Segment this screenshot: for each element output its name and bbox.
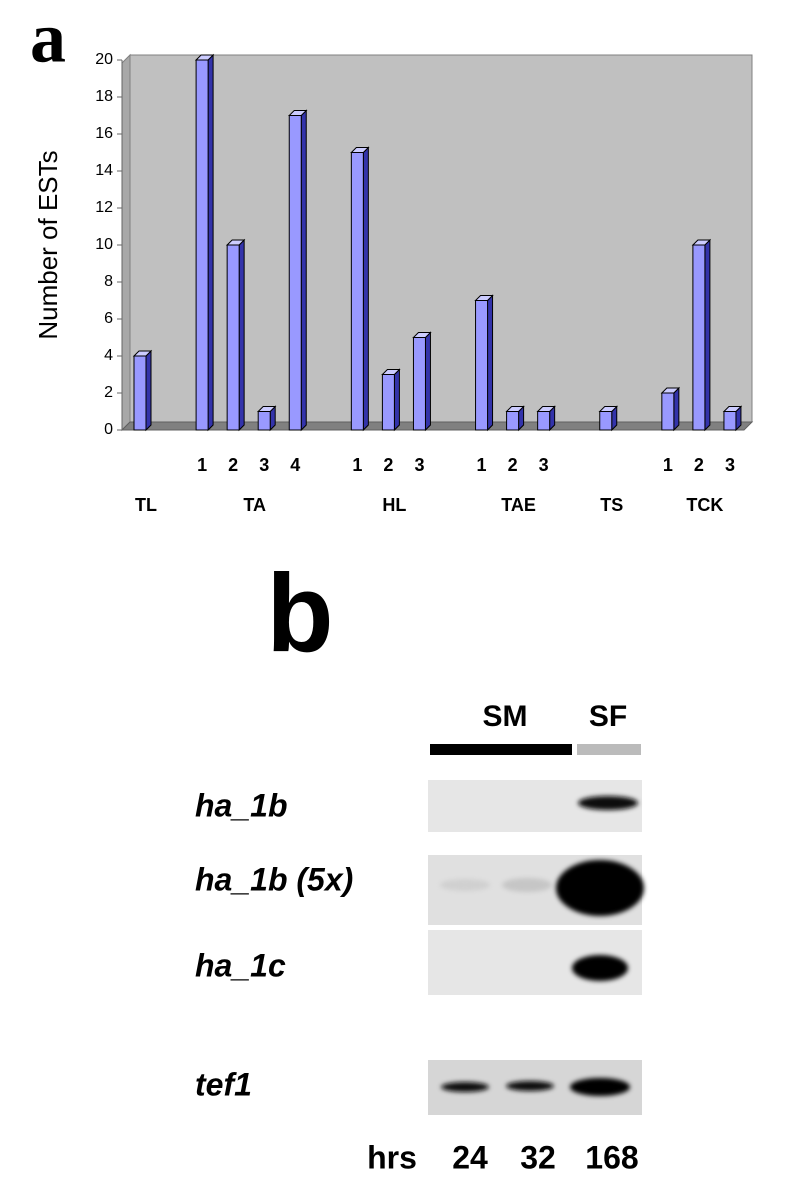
x-tick-label: 2 xyxy=(228,455,238,475)
y-tick-label: 2 xyxy=(104,384,113,401)
group-label: TAE xyxy=(501,495,536,515)
panel-label: b xyxy=(266,552,333,675)
band xyxy=(440,879,490,891)
bar-face xyxy=(506,411,520,431)
band xyxy=(556,860,644,916)
bar xyxy=(536,405,556,432)
bar-face xyxy=(288,115,302,431)
bar-face xyxy=(475,300,489,431)
band xyxy=(506,1081,554,1091)
bar-face xyxy=(133,355,147,431)
bar-face xyxy=(145,349,152,432)
band xyxy=(572,955,628,981)
x-tick-label: 1 xyxy=(477,455,487,475)
y-tick-label: 8 xyxy=(104,273,113,290)
bar-face xyxy=(381,374,395,431)
time-value: 168 xyxy=(585,1139,638,1175)
bar xyxy=(722,405,743,432)
y-tick-label: 18 xyxy=(95,88,113,105)
group-label: TCK xyxy=(686,495,723,515)
x-tick-label: 3 xyxy=(259,455,269,475)
time-value: 24 xyxy=(452,1139,488,1175)
bar-face xyxy=(723,411,737,431)
bar xyxy=(412,331,432,432)
group-label: TA xyxy=(243,495,266,515)
bar xyxy=(256,405,277,432)
bar-face xyxy=(599,411,613,431)
band xyxy=(441,1082,489,1092)
y-tick-label: 16 xyxy=(95,125,113,142)
condition-label: SM xyxy=(483,700,528,733)
group-label: HL xyxy=(382,495,406,515)
y-tick-label: 10 xyxy=(95,236,113,253)
side-wall xyxy=(121,53,131,432)
bar xyxy=(691,238,712,432)
x-tick-label: 2 xyxy=(383,455,393,475)
bar xyxy=(194,53,215,432)
y-tick-label: 6 xyxy=(104,310,113,327)
floor xyxy=(120,421,754,431)
bar-face xyxy=(362,146,369,432)
x-tick-label: 3 xyxy=(725,455,735,475)
row-label: ha_1b (5x) xyxy=(195,861,353,897)
bar-face xyxy=(350,152,364,431)
y-tick-label: 12 xyxy=(95,199,113,216)
bar-face xyxy=(238,238,245,432)
bar-face xyxy=(537,411,551,431)
x-tick-label: 4 xyxy=(290,455,300,475)
bar-face xyxy=(424,331,431,432)
bar xyxy=(474,294,494,432)
row-label: ha_1b xyxy=(195,787,287,823)
bar xyxy=(350,146,370,432)
bar-face xyxy=(393,368,400,432)
bar-face xyxy=(300,109,307,432)
x-tick-label: 3 xyxy=(414,455,424,475)
group-label: TL xyxy=(135,495,157,515)
bar-face xyxy=(226,244,240,431)
x-tick-label: 2 xyxy=(694,455,704,475)
group-label: TS xyxy=(600,495,623,515)
x-tick-label: 2 xyxy=(508,455,518,475)
back-wall xyxy=(129,54,753,423)
bar xyxy=(381,368,401,432)
bar xyxy=(660,386,681,432)
x-tick-label: 3 xyxy=(539,455,549,475)
y-axis-label: Number of ESTs xyxy=(33,150,63,339)
band xyxy=(570,1078,630,1096)
bar-face xyxy=(487,294,494,432)
condition-label: SF xyxy=(589,700,627,733)
time-value: 32 xyxy=(520,1139,556,1175)
bar-face xyxy=(195,59,209,431)
bar-face xyxy=(704,238,711,432)
bar-face xyxy=(661,392,675,431)
bar-face xyxy=(692,244,706,431)
y-tick-label: 0 xyxy=(104,421,113,438)
row-label: ha_1c xyxy=(195,947,286,983)
time-label: hrs xyxy=(367,1139,417,1175)
bar xyxy=(132,349,153,432)
bar xyxy=(225,238,246,432)
bar xyxy=(288,109,308,432)
row-label: tef1 xyxy=(195,1066,252,1102)
bar-face xyxy=(673,386,680,432)
x-tick-label: 1 xyxy=(197,455,207,475)
y-tick-label: 14 xyxy=(95,162,113,179)
bar-face xyxy=(412,337,426,431)
bar xyxy=(505,405,525,432)
x-tick-label: 1 xyxy=(663,455,673,475)
panel-label: a xyxy=(30,0,66,78)
band xyxy=(502,878,552,892)
band xyxy=(578,796,638,810)
y-tick-label: 4 xyxy=(104,347,113,364)
x-tick-label: 1 xyxy=(352,455,362,475)
y-tick-label: 20 xyxy=(95,51,113,68)
bar-face xyxy=(207,53,214,432)
bar-face xyxy=(257,411,271,431)
condition-bar xyxy=(430,744,572,755)
bar xyxy=(598,405,618,432)
condition-bar xyxy=(577,744,641,755)
